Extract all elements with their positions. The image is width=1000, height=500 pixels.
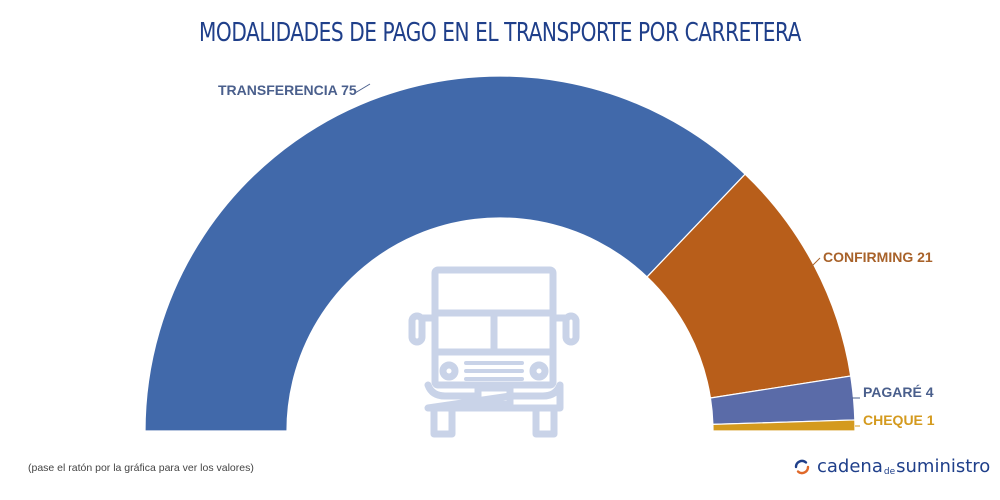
chart-title: MODALIDADES DE PAGO EN EL TRANSPORTE POR… bbox=[198, 18, 802, 48]
data-label-confirming: CONFIRMING 21 bbox=[823, 249, 933, 265]
data-label-transferencia: TRANSFERENCIA 75 bbox=[218, 82, 357, 98]
leader-line bbox=[809, 257, 821, 269]
refresh-arrows-icon bbox=[794, 459, 810, 474]
data-label-cheque: CHEQUE 1 bbox=[863, 412, 935, 428]
hover-hint-text: (pase el ratón por la gráfica para ver l… bbox=[28, 462, 254, 474]
logo-text-de: de bbox=[883, 467, 896, 477]
slice-cheque[interactable] bbox=[712, 419, 856, 432]
data-label-pagar: PAGARÉ 4 bbox=[863, 384, 934, 400]
slice-transferencia[interactable] bbox=[144, 75, 746, 432]
truck-front-icon bbox=[408, 266, 580, 438]
logo-text-cadena: cadena bbox=[817, 456, 883, 477]
logo-text-suministro: suministro bbox=[896, 456, 991, 477]
brand-logo[interactable]: cadenadesuministro bbox=[793, 456, 990, 477]
leader-line bbox=[354, 83, 371, 94]
